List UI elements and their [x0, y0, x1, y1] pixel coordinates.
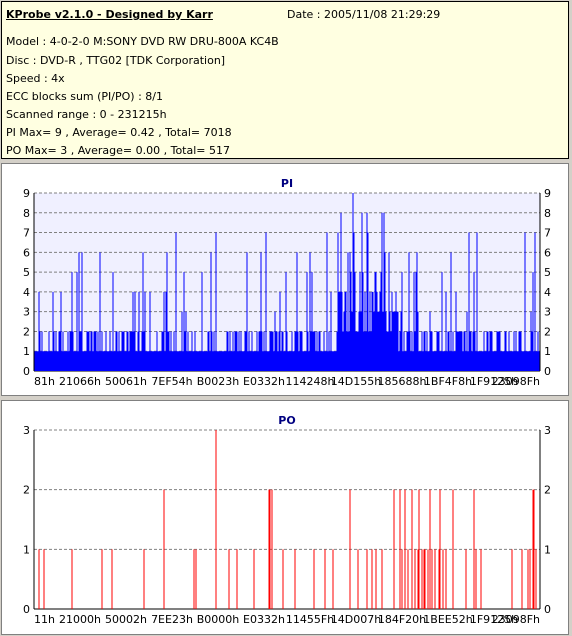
app-title: KProbe v2.1.0 - Designed by Karr	[6, 8, 213, 21]
pi-chart: 0 0 1 1 2 2 3 3 4 4 5 5 6 6 7 7 8 8 9 9 81h 21066h 50061h 7EF54…	[23, 177, 551, 388]
y-tick-label-right: 3	[544, 306, 551, 319]
x-tick-label: E0332h	[243, 375, 285, 388]
y-tick-label-right: 9	[544, 187, 551, 200]
pi-chart-panel: 0 0 1 1 2 2 3 3 4 4 5 5 6 6 7 7 8 8 9 9 81h 21066h 50061h 7EF54…	[1, 163, 569, 396]
x-tick-label: B0023h	[197, 375, 240, 388]
disc-line: Disc : DVD-R , TTG02 [TDK Corporation]	[6, 54, 226, 67]
x-tick-label: E0332h	[243, 613, 285, 626]
x-tick-label: 50002h	[105, 613, 147, 626]
po-chart: 0 0 1 1 2 2 3 3 11h 21000h 50002h 7EE23h B0000h E0332…	[23, 414, 551, 626]
x-tick-label: 185688h	[378, 375, 427, 388]
y-tick-label-right: 3	[544, 424, 551, 437]
x-tick-label: 7EF54h	[151, 375, 192, 388]
x-tick-label: 114248h	[286, 375, 335, 388]
po-bars	[38, 430, 537, 609]
speed-line: Speed : 4x	[6, 72, 65, 85]
x-tick-label: 21066h	[59, 375, 101, 388]
info-panel: KProbe v2.1.0 - Designed by Karr Date : …	[1, 1, 569, 159]
y-tick-label-left: 4	[23, 286, 30, 299]
po-chart-panel: 0 0 1 1 2 2 3 3 11h 21000h 50002h 7EE23h B0000h E0332…	[1, 400, 569, 635]
x-tick-label: 23098Fh	[492, 613, 540, 626]
y-tick-label-left: 0	[23, 603, 30, 616]
y-tick-label-left: 5	[23, 266, 30, 279]
range-line: Scanned range : 0 - 231215h	[6, 108, 167, 121]
y-tick-label-right: 1	[544, 345, 551, 358]
x-tick-label: 1F9125h	[470, 613, 518, 626]
y-tick-label-right: 5	[544, 266, 551, 279]
x-tick-label: 7EE23h	[151, 613, 193, 626]
y-tick-label-right: 1	[544, 543, 551, 556]
y-tick-label-left: 9	[23, 187, 30, 200]
scan-date: Date : 2005/11/08 21:29:29	[287, 8, 441, 21]
x-tick-label: 1BF4F8h	[424, 375, 472, 388]
y-tick-label-left: 3	[23, 306, 30, 319]
y-tick-label-right: 2	[544, 325, 551, 338]
y-tick-label-right: 0	[544, 365, 551, 378]
y-tick-label-right: 6	[544, 246, 551, 259]
x-tick-label: 11h	[34, 613, 55, 626]
y-tick-label-left: 1	[23, 543, 30, 556]
y-tick-label-left: 0	[23, 365, 30, 378]
x-tick-label: 21000h	[59, 613, 101, 626]
x-tick-label: 1F9125h	[470, 375, 518, 388]
x-tick-label: 184F20h	[378, 613, 426, 626]
y-tick-label-left: 1	[23, 345, 30, 358]
chart-title: PI	[281, 177, 293, 190]
x-tick-label: 11455Fh	[286, 613, 334, 626]
y-tick-label-left: 2	[23, 325, 30, 338]
model-line: Model : 4-0-2-0 M:SONY DVD RW DRU-800A K…	[6, 35, 279, 48]
y-tick-label-left: 8	[23, 207, 30, 220]
x-tick-label: 1BEE52h	[423, 613, 472, 626]
y-tick-label-right: 7	[544, 227, 551, 240]
pi-summary-line: PI Max= 9 , Average= 0.42 , Total= 7018	[6, 126, 232, 139]
y-tick-label-left: 3	[23, 424, 30, 437]
chart-title: PO	[278, 414, 295, 427]
x-tick-label: B0000h	[197, 613, 240, 626]
y-tick-label-left: 2	[23, 484, 30, 497]
pi-bars	[34, 193, 540, 371]
ecc-line: ECC blocks sum (PI/PO) : 8/1	[6, 90, 163, 103]
y-tick-label-right: 4	[544, 286, 551, 299]
y-tick-label-left: 6	[23, 246, 30, 259]
y-tick-label-right: 2	[544, 484, 551, 497]
y-tick-label-right: 8	[544, 207, 551, 220]
x-tick-label: 81h	[34, 375, 55, 388]
y-tick-label-left: 7	[23, 227, 30, 240]
plot-area	[34, 430, 540, 609]
po-summary-line: PO Max= 3 , Average= 0.00 , Total= 517	[6, 144, 230, 157]
x-tick-label: 14D155h	[331, 375, 381, 388]
x-tick-label: 23098Fh	[492, 375, 540, 388]
x-tick-label: 14D007h	[331, 613, 381, 626]
x-tick-label: 50061h	[105, 375, 147, 388]
y-tick-label-right: 0	[544, 603, 551, 616]
